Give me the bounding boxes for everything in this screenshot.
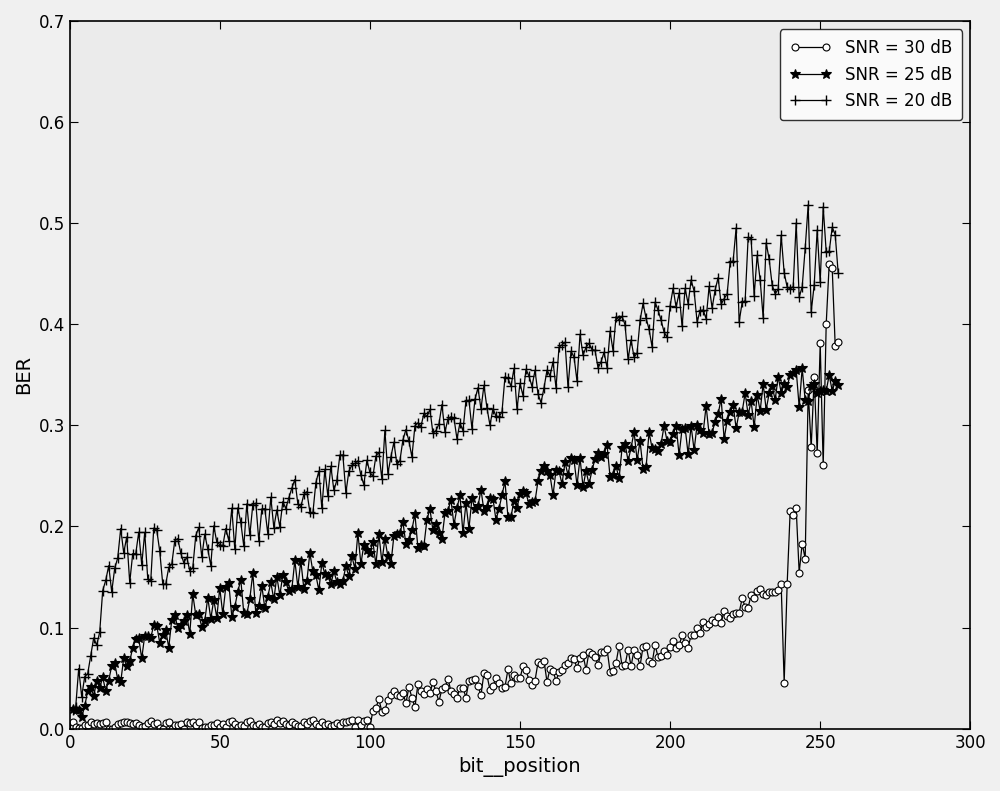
SNR = 30 dB — [67, 717, 79, 727]
SNR = 30 dB — [103, 724, 115, 733]
SNR = 25 dB — [832, 380, 844, 390]
SNR = 20 dB — [688, 286, 700, 296]
X-axis label: bit__position: bit__position — [459, 757, 581, 777]
SNR = 30 dB — [352, 716, 364, 725]
SNR = 30 dB — [691, 623, 703, 633]
SNR = 20 dB — [307, 509, 319, 518]
SNR = 25 dB — [76, 713, 88, 722]
Line: SNR = 30 dB: SNR = 30 dB — [69, 260, 842, 732]
SNR = 20 dB — [445, 412, 457, 422]
SNR = 20 dB — [67, 705, 79, 714]
SNR = 20 dB — [832, 268, 844, 278]
SNR = 25 dB — [361, 546, 373, 555]
SNR = 20 dB — [349, 459, 361, 468]
SNR = 25 dB — [310, 570, 322, 580]
SNR = 25 dB — [67, 704, 79, 713]
Y-axis label: BER: BER — [14, 355, 33, 395]
SNR = 30 dB — [832, 337, 844, 346]
SNR = 20 dB — [400, 425, 412, 434]
SNR = 30 dB — [361, 716, 373, 725]
SNR = 25 dB — [691, 420, 703, 430]
SNR = 30 dB — [310, 719, 322, 729]
Line: SNR = 20 dB: SNR = 20 dB — [68, 200, 843, 714]
Legend: SNR = 30 dB, SNR = 25 dB, SNR = 20 dB: SNR = 30 dB, SNR = 25 dB, SNR = 20 dB — [780, 29, 962, 120]
Line: SNR = 25 dB: SNR = 25 dB — [68, 363, 843, 722]
SNR = 30 dB — [403, 683, 415, 692]
SNR = 25 dB — [448, 520, 460, 530]
SNR = 20 dB — [358, 480, 370, 490]
SNR = 25 dB — [796, 363, 808, 373]
SNR = 25 dB — [352, 528, 364, 538]
SNR = 20 dB — [802, 200, 814, 210]
SNR = 30 dB — [448, 690, 460, 699]
SNR = 30 dB — [823, 259, 835, 268]
SNR = 25 dB — [403, 535, 415, 544]
